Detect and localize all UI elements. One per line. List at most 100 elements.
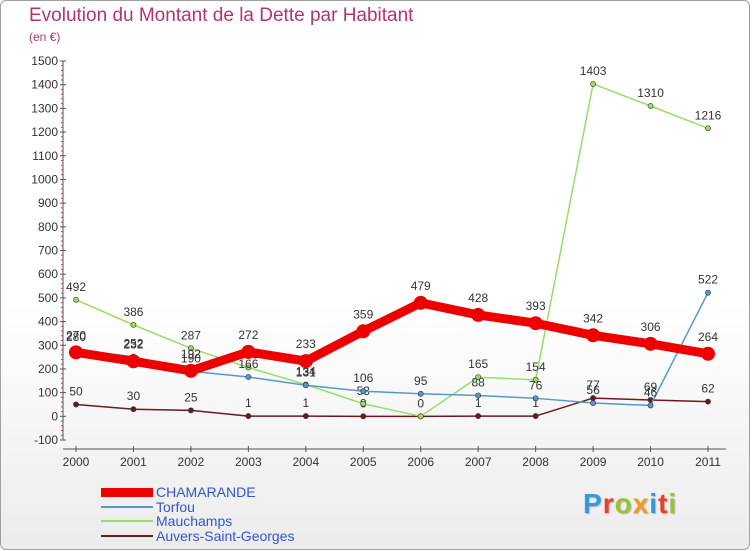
- y-tick-label: 0: [51, 409, 58, 423]
- data-point: [705, 289, 711, 296]
- x-tick-label: 2001: [120, 455, 147, 469]
- logo-letter: t: [658, 488, 669, 519]
- data-point: [245, 413, 252, 419]
- data-point: [413, 295, 428, 310]
- y-tick-label: 200: [38, 362, 58, 376]
- data-label: 50: [69, 384, 83, 398]
- legend-swatch: [101, 487, 153, 497]
- series-line: [75, 83, 709, 418]
- data-point: [130, 406, 137, 413]
- data-label: 359: [353, 307, 373, 321]
- data-point: [586, 328, 601, 343]
- data-point: [475, 392, 482, 399]
- data-point: [245, 364, 252, 371]
- data-point: [705, 398, 711, 405]
- axes: -100010020030040050060070080090010001100…: [31, 54, 726, 469]
- x-tick-label: 2000: [63, 455, 90, 469]
- data-point: [183, 363, 198, 378]
- data-label: 190: [181, 351, 201, 365]
- y-tick-label: 600: [38, 267, 58, 281]
- series-auvers-saint-georges: 503025110011776962: [69, 378, 715, 420]
- data-label: 492: [66, 280, 86, 294]
- x-tick-label: 2003: [235, 455, 262, 469]
- data-label: 1: [302, 396, 309, 410]
- y-tick-label: 900: [38, 196, 58, 210]
- data-label: 0: [417, 396, 424, 410]
- data-label: 342: [583, 311, 603, 325]
- legend-swatch: [101, 520, 153, 523]
- data-point: [417, 390, 424, 397]
- data-label: 30: [127, 389, 141, 403]
- data-point: [302, 382, 309, 389]
- y-tick-label: 1100: [32, 149, 58, 163]
- data-point: [528, 316, 543, 331]
- data-point: [647, 402, 654, 409]
- data-label: 252: [123, 337, 143, 351]
- y-tick-label: 1500: [31, 54, 58, 68]
- data-label: 56: [586, 383, 600, 397]
- data-point: [302, 413, 309, 419]
- data-label: 233: [296, 337, 316, 351]
- chart-title: Evolution du Montant de la Dette par Hab…: [29, 5, 414, 26]
- data-point: [590, 400, 596, 406]
- legend-label: Mauchamps: [156, 513, 233, 530]
- y-tick-label: 1400: [31, 78, 58, 92]
- y-tick-label: 1300: [31, 101, 58, 115]
- series-chamarande: 270 232 192 272 233 359 479 428 393 342 306 264: [66, 279, 718, 378]
- data-label: 154: [526, 360, 546, 374]
- data-point: [471, 307, 486, 322]
- x-tick-label: 2002: [178, 455, 205, 469]
- data-label: 1310: [637, 86, 664, 100]
- logo-letter: o: [614, 488, 633, 519]
- legend-item: Auvers-Saint-Georges: [101, 529, 295, 544]
- legend-swatch: [101, 534, 153, 537]
- data-point: [532, 376, 539, 383]
- data-point: [475, 374, 482, 381]
- legend-label: Torfou: [156, 498, 195, 515]
- data-label: 270: [66, 328, 86, 342]
- chart-subtitle: (en €): [29, 30, 61, 44]
- legend: CHAMARANDE Torfou Mauchamps Auvers-Saint-Ge…: [101, 485, 295, 543]
- data-point: [360, 400, 367, 407]
- data-label: 264: [698, 330, 718, 344]
- x-tick-label: 2009: [580, 455, 607, 469]
- legend-item: Torfou: [101, 500, 295, 515]
- data-label: 77: [586, 378, 600, 392]
- data-label: 166: [238, 357, 258, 371]
- data-label: 272: [238, 328, 258, 342]
- series-line: [75, 291, 709, 407]
- data-point: [417, 413, 424, 420]
- data-label: 1216: [695, 108, 722, 122]
- data-point: [188, 407, 194, 414]
- x-tick-label: 2004: [292, 455, 319, 469]
- data-point: [475, 413, 482, 419]
- data-label: 232: [123, 337, 143, 351]
- proxiti-logo: Proxiti: [583, 488, 677, 520]
- y-tick-label: 700: [38, 244, 58, 258]
- x-tick-label: 2008: [522, 455, 549, 469]
- data-label: 479: [411, 279, 431, 293]
- y-tick-label: 500: [38, 291, 58, 305]
- data-point: [126, 354, 141, 369]
- data-point: [360, 413, 367, 420]
- data-label: 95: [414, 374, 428, 388]
- data-point: [701, 346, 715, 361]
- data-point: [643, 336, 658, 351]
- y-tick-label: 1200: [31, 125, 58, 139]
- data-point: [241, 344, 256, 359]
- data-point: [356, 324, 371, 339]
- data-label: 280: [66, 330, 86, 344]
- data-point: [360, 388, 367, 395]
- x-tick-label: 2011: [695, 455, 721, 469]
- legend-label: Auvers-Saint-Georges: [156, 527, 295, 544]
- data-label: 62: [701, 382, 715, 396]
- data-point: [73, 401, 79, 408]
- data-label: 306: [641, 320, 661, 334]
- data-label: 192: [181, 347, 201, 361]
- data-point: [647, 103, 654, 109]
- data-point: [245, 374, 252, 380]
- x-tick-label: 2006: [407, 455, 434, 469]
- series-line: [75, 397, 709, 418]
- legend-swatch: [101, 505, 153, 508]
